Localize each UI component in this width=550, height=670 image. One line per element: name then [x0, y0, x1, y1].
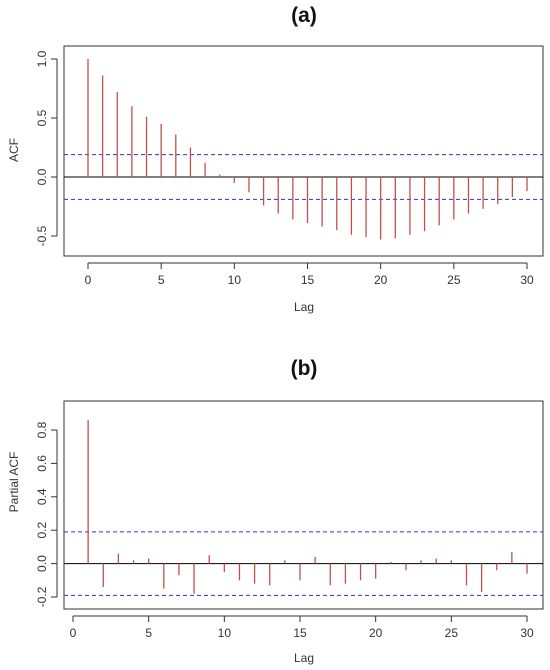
x-tick-label: 0 [85, 273, 92, 287]
y-tick-label: 0.4 [35, 488, 49, 505]
x-tick-label: 20 [374, 273, 388, 287]
x-tick-label: 10 [218, 626, 232, 640]
x-tick-label: 30 [520, 273, 534, 287]
x-axis-label: Lag [294, 651, 314, 665]
y-tick-label: 0.8 [35, 421, 49, 438]
y-tick-label: 0.5 [35, 109, 49, 126]
y-tick-label: 0.0 [35, 168, 49, 185]
plot-frame [63, 45, 544, 257]
x-tick-label: 5 [145, 626, 152, 640]
y-tick-label: -0.5 [35, 225, 49, 246]
panel-title: (a) [291, 4, 317, 27]
plot-frame [63, 400, 544, 610]
y-tick-label: 0.0 [35, 555, 49, 572]
x-tick-label: 15 [293, 626, 307, 640]
x-tick-label: 15 [301, 273, 315, 287]
x-tick-label: 5 [158, 273, 165, 287]
y-tick-label: 0.2 [35, 522, 49, 539]
y-axis-label: Partial ACF [7, 452, 21, 513]
x-tick-label: 25 [445, 626, 459, 640]
x-tick-label: 0 [70, 626, 77, 640]
y-tick-label: 1.0 [35, 50, 49, 67]
acf-panel: (a) 0 5 10 15 20 25 30 -0.5 0.0 0.5 1.0 Lag ACF [7, 4, 544, 314]
y-axis-label: ACF [7, 138, 21, 162]
panel-title: (b) [291, 357, 318, 380]
y-tick-label: -0.2 [35, 586, 49, 607]
y-tick-label: 0.6 [35, 455, 49, 472]
x-tick-label: 30 [520, 626, 534, 640]
x-tick-label: 25 [447, 273, 461, 287]
x-tick-label: 10 [228, 273, 242, 287]
x-tick-label: 20 [369, 626, 383, 640]
x-axis-label: Lag [294, 300, 314, 314]
pacf-panel: (b) 0 5 10 15 20 25 30 -0.2 0.0 0.2 0.4 0.6 0.8 Lag Par… [7, 357, 544, 665]
